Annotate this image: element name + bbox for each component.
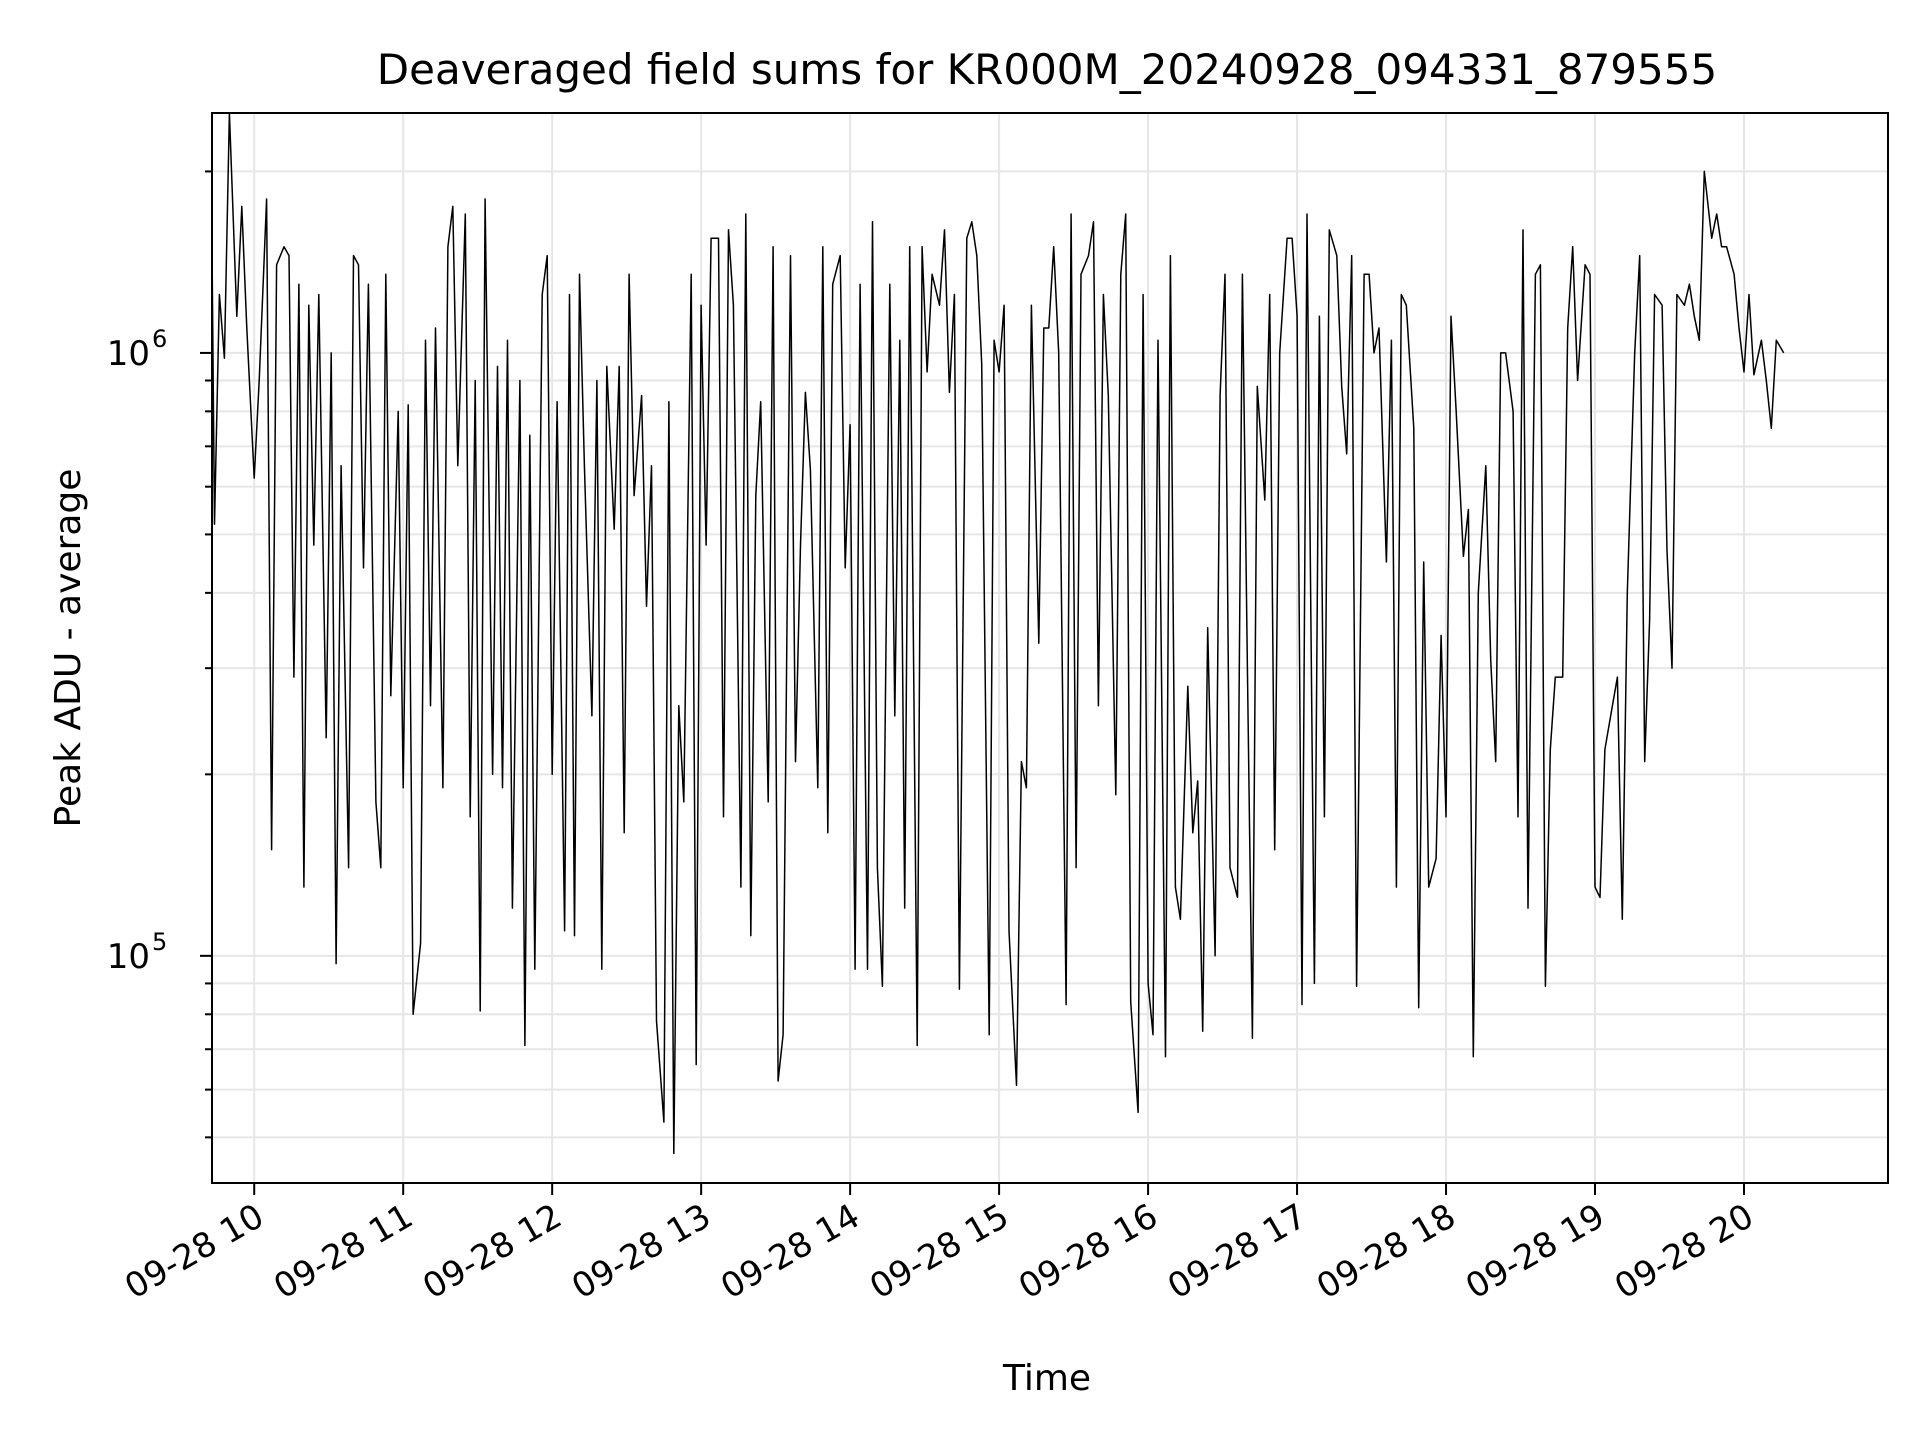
y-tick-base: 10 — [107, 937, 150, 977]
y-axis-label: Peak ADU - average — [48, 469, 89, 828]
series-line — [211, 112, 1785, 1155]
chart-title: Deaveraged field sums for KR000M_2024092… — [377, 45, 1717, 94]
y-tick-exponent: 5 — [152, 928, 167, 956]
y-tick-label: 10 — [107, 334, 150, 374]
y-tick-label: 10 — [107, 937, 150, 977]
y-tick-exponent: 6 — [152, 325, 167, 353]
plot-frame — [211, 112, 1889, 1184]
x-axis-label: Time — [1002, 1358, 1091, 1399]
y-tick-base: 10 — [107, 334, 150, 374]
series-layer — [211, 112, 1785, 1155]
